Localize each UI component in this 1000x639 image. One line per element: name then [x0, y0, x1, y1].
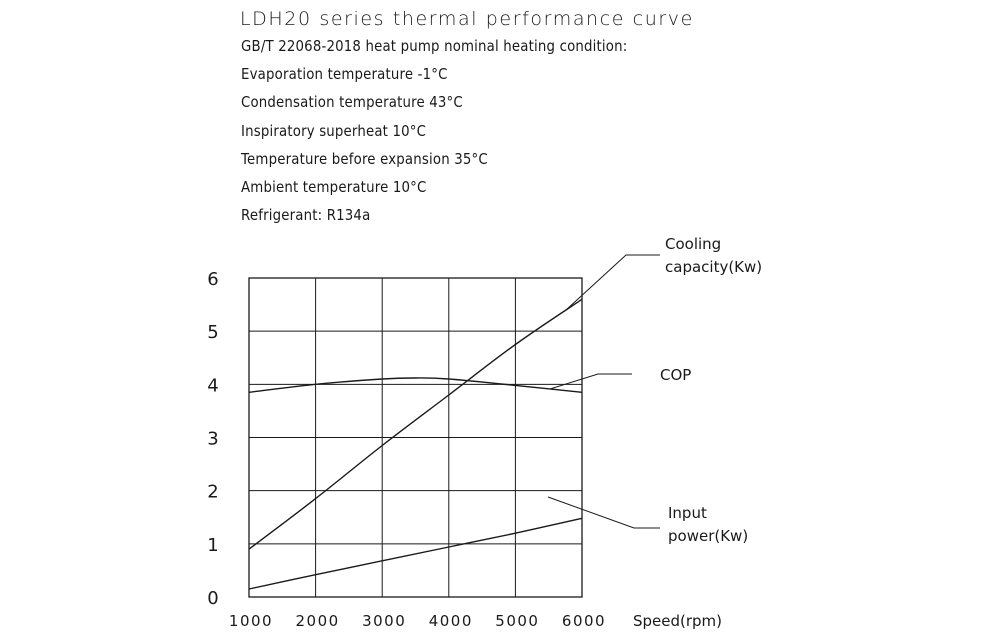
condition-line: Condensation temperature 43°C: [241, 93, 463, 112]
x-tick-label: 4000: [429, 612, 473, 630]
condition-line: Ambient temperature 10°C: [241, 178, 427, 197]
condition-line: GB/T 22068-2018 heat pump nominal heatin…: [241, 37, 628, 55]
cooling-capacity-leader: [565, 254, 660, 311]
input-power-label: Input: [668, 504, 707, 522]
x-tick-label: 6000: [562, 612, 606, 630]
input-power-leader: [547, 496, 660, 529]
x-tick-label: 1000: [229, 612, 273, 630]
cop-label: COP: [660, 366, 691, 384]
x-tick-label: 3000: [362, 612, 406, 630]
condition-line: Temperature before expansion 35°C: [241, 149, 488, 168]
condition-line: Refrigerant: R134a: [241, 206, 371, 225]
y-tick-label: 6: [207, 269, 218, 290]
cooling-capacity-label: Cooling: [665, 235, 721, 253]
y-tick-label: 3: [207, 429, 218, 450]
x-tick-label: 5000: [495, 612, 539, 630]
y-tick-label: 2: [207, 482, 218, 503]
cop-leader: [549, 373, 632, 390]
x-tick-label: 2000: [296, 612, 340, 630]
cooling-capacity-line: [248, 298, 583, 550]
chart-title: LDH20 series thermal performance curve: [240, 8, 694, 30]
input-power-label: power(Kw): [668, 527, 748, 545]
cop-line: [248, 377, 583, 393]
y-tick-label: 4: [207, 375, 218, 396]
y-tick-label: 1: [207, 535, 218, 556]
input-power-line: [248, 517, 583, 590]
cooling-capacity-label: capacity(Kw): [665, 258, 762, 276]
x-axis-label: Speed(rpm): [633, 612, 722, 630]
chart-header: LDH20 series thermal performance curve G…: [240, 6, 694, 229]
y-tick-label: 0: [207, 588, 218, 609]
condition-line: Evaporation temperature -1°C: [241, 65, 448, 84]
condition-line: Inspiratory superheat 10°C: [241, 121, 427, 140]
y-tick-label: 5: [207, 322, 218, 343]
